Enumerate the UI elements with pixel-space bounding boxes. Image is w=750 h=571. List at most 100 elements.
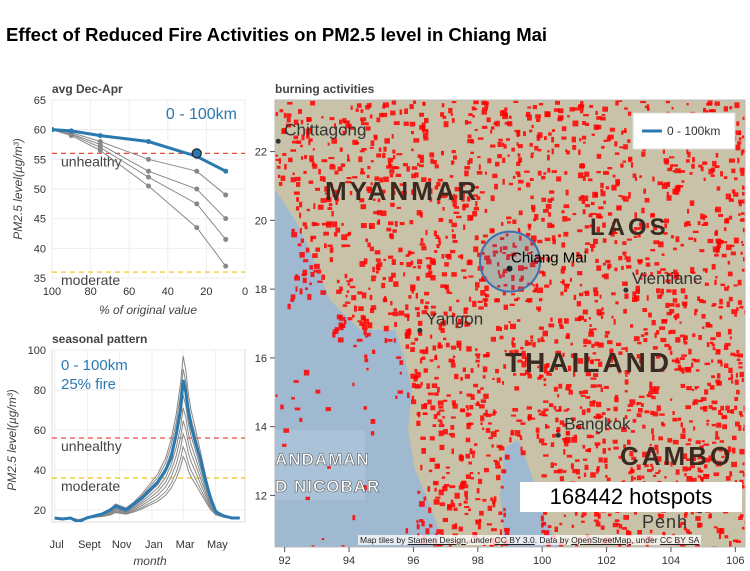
hotspot-mark bbox=[550, 442, 555, 447]
hotspot-mark bbox=[359, 261, 366, 267]
hotspot-mark bbox=[582, 309, 588, 315]
hotspot-mark bbox=[367, 165, 371, 170]
seasonal-ytick-label: 20 bbox=[34, 505, 46, 517]
hotspot-mark bbox=[357, 320, 363, 323]
hotspot-mark bbox=[637, 402, 642, 405]
hotspot-mark bbox=[539, 270, 544, 274]
hotspot-mark bbox=[422, 349, 429, 355]
avg-series-point bbox=[194, 201, 200, 207]
hotspot-mark bbox=[672, 533, 675, 536]
hotspot-mark bbox=[627, 439, 631, 445]
attr-link-ccbysa[interactable]: CC BY SA bbox=[659, 535, 700, 545]
hotspot-mark bbox=[694, 387, 698, 390]
hotspot-mark bbox=[341, 223, 344, 226]
hotspot-mark bbox=[466, 322, 471, 327]
hotspot-mark bbox=[714, 231, 718, 236]
hotspot-mark bbox=[593, 373, 599, 377]
hotspot-mark bbox=[586, 356, 591, 362]
hotspot-mark bbox=[428, 264, 432, 271]
hotspot-mark bbox=[711, 423, 716, 427]
hotspot-mark bbox=[593, 238, 598, 245]
hotspot-mark bbox=[644, 198, 650, 203]
hotspot-mark bbox=[681, 369, 685, 374]
hotspot-mark bbox=[416, 524, 420, 530]
hotspot-mark bbox=[706, 342, 710, 347]
attr-link-stamen[interactable]: Stamen Design bbox=[407, 535, 466, 545]
hotspot-mark bbox=[466, 408, 469, 411]
hotspot-mark bbox=[414, 383, 421, 389]
hotspot-mark bbox=[405, 344, 410, 349]
hotspot-mark bbox=[520, 446, 523, 452]
legend-label: 0 - 100km bbox=[667, 124, 720, 138]
hotspot-mark bbox=[700, 476, 704, 481]
hotspot-mark bbox=[551, 148, 554, 155]
hotspot-mark bbox=[366, 367, 369, 371]
hotspot-mark bbox=[592, 400, 596, 404]
hotspot-mark bbox=[461, 409, 465, 413]
hotspot-mark bbox=[341, 234, 348, 241]
place-label-3: Bangkok bbox=[564, 414, 631, 433]
hotspot-mark bbox=[594, 299, 598, 303]
hotspot-mark bbox=[541, 474, 547, 478]
map-ytick-label: 18 bbox=[255, 284, 267, 296]
hotspot-mark bbox=[511, 275, 515, 281]
hotspot-mark bbox=[551, 129, 555, 132]
hotspot-mark bbox=[370, 160, 374, 163]
hotspot-mark bbox=[437, 178, 443, 182]
hotspot-mark bbox=[559, 522, 563, 526]
hotspot-mark bbox=[466, 423, 471, 430]
hotspot-mark bbox=[318, 168, 321, 175]
hotspot-mark bbox=[360, 168, 364, 173]
hotspot-mark bbox=[665, 302, 670, 308]
map-frame bbox=[274, 99, 746, 548]
attr-text-3: . Data by bbox=[534, 535, 572, 545]
hotspot-mark bbox=[451, 234, 456, 239]
hotspot-mark bbox=[638, 395, 645, 398]
hotspot-mark bbox=[324, 186, 328, 192]
hotspot-mark bbox=[430, 405, 436, 411]
hotspot-mark bbox=[467, 413, 472, 416]
hotspot-mark bbox=[562, 216, 568, 222]
hotspot-mark bbox=[563, 409, 569, 412]
attr-link-osm[interactable]: OpenStreetMap bbox=[571, 535, 632, 545]
hotspot-mark bbox=[416, 311, 420, 317]
hotspot-mark bbox=[628, 355, 631, 359]
hotspot-mark bbox=[490, 144, 496, 148]
hotspot-mark bbox=[694, 311, 697, 316]
hotspot-mark bbox=[448, 544, 452, 547]
hotspot-mark bbox=[644, 464, 649, 468]
hotspot-mark bbox=[618, 370, 621, 374]
hotspot-mark bbox=[441, 476, 446, 479]
hotspot-mark bbox=[537, 287, 543, 294]
hotspot-mark bbox=[388, 161, 392, 165]
hotspot-mark bbox=[626, 543, 631, 547]
hotspot-mark bbox=[278, 158, 281, 164]
hotspot-mark bbox=[572, 213, 577, 216]
hotspot-mark bbox=[477, 300, 483, 303]
avg-series-point bbox=[194, 168, 200, 174]
hotspot-mark bbox=[622, 281, 628, 286]
hotspot-mark bbox=[497, 154, 502, 159]
avg-highlight-point bbox=[68, 128, 74, 134]
hotspot-mark bbox=[281, 128, 287, 134]
hotspot-mark bbox=[579, 406, 583, 409]
attr-link-ccby[interactable]: CC BY 3.0 bbox=[494, 535, 535, 545]
hotspot-mark bbox=[351, 295, 357, 301]
hotspot-mark bbox=[651, 395, 656, 400]
hotspot-mark bbox=[495, 161, 500, 167]
hotspot-mark bbox=[662, 149, 665, 154]
hotspot-mark bbox=[497, 270, 500, 275]
hotspot-mark bbox=[452, 312, 454, 317]
hotspot-mark bbox=[525, 369, 531, 375]
hotspot-mark bbox=[393, 121, 400, 125]
hotspot-mark bbox=[691, 362, 694, 368]
hotspot-mark bbox=[276, 165, 281, 169]
hotspot-mark bbox=[725, 476, 731, 481]
hotspot-mark bbox=[641, 403, 644, 407]
hotspot-mark bbox=[624, 128, 627, 132]
place-marker-2 bbox=[623, 287, 629, 293]
hotspot-mark bbox=[541, 523, 544, 528]
hotspot-mark bbox=[603, 200, 606, 205]
hotspot-mark bbox=[345, 180, 352, 184]
hotspot-mark bbox=[396, 206, 402, 209]
